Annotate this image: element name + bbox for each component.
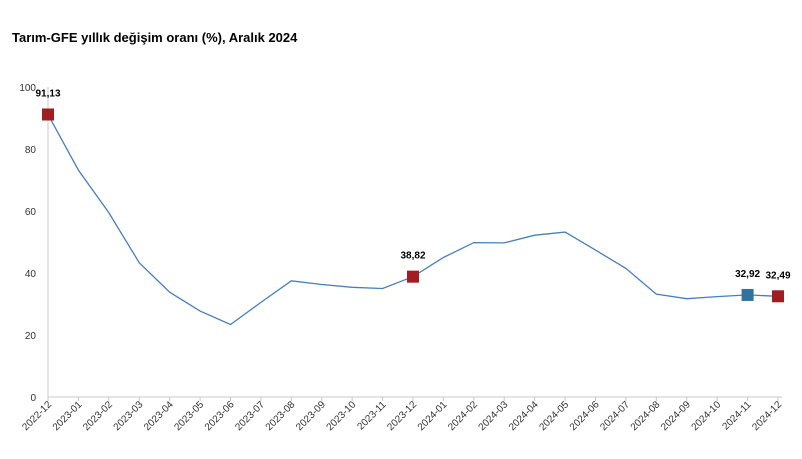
- x-tick-label: 2024-08: [629, 399, 663, 433]
- x-tick-label: 2024-02: [446, 399, 480, 433]
- x-tick-label: 2023-10: [325, 399, 359, 433]
- x-tick-label: 2024-04: [507, 399, 541, 433]
- x-tick-label: 2024-06: [568, 399, 602, 433]
- data-label: 32,92: [735, 269, 760, 280]
- data-point-marker: [407, 270, 419, 283]
- x-axis-ticks: 2022-122023-012023-022023-032023-042023-…: [20, 397, 784, 433]
- x-tick-label: 2023-02: [81, 399, 115, 433]
- series-line: [47, 114, 779, 326]
- x-tick-label: 2023-04: [142, 399, 176, 433]
- x-tick-label: 2023-08: [264, 399, 298, 433]
- y-axis-ticks: 0 20 40 60 80 100: [19, 83, 36, 404]
- marker-layer: 91,13 38,82 32,92 32,49: [35, 88, 791, 303]
- x-tick-label: 2024-10: [690, 399, 724, 433]
- x-tick-label: 2023-07: [233, 399, 267, 433]
- data-point-marker: [741, 288, 754, 301]
- data-label: 38,82: [400, 251, 425, 262]
- x-tick-label: 2023-01: [51, 399, 85, 433]
- y-tick-label: 80: [25, 145, 37, 156]
- chart-axes: [47, 87, 782, 398]
- x-tick-label: 2024-12: [750, 399, 784, 433]
- data-point-marker: [42, 108, 54, 121]
- y-tick-label: 20: [25, 331, 37, 342]
- x-tick-label: 2023-11: [355, 399, 389, 433]
- y-tick-label: 60: [25, 207, 37, 218]
- series-layer: [47, 114, 779, 326]
- x-tick-label: 2024-05: [537, 399, 571, 433]
- chart-title: Tarım-GFE yıllık değişim oranı (%), Aral…: [12, 30, 298, 45]
- data-point-marker: [772, 290, 784, 303]
- x-tick-label: 2024-09: [659, 399, 693, 433]
- y-tick-label: 0: [30, 393, 36, 404]
- data-label: 32,49: [765, 270, 790, 281]
- x-tick-label: 2022-12: [20, 399, 54, 433]
- y-tick-label: 100: [19, 83, 36, 94]
- x-tick-label: 2023-09: [294, 399, 328, 433]
- x-tick-label: 2023-03: [112, 399, 146, 433]
- x-tick-label: 2023-05: [172, 399, 206, 433]
- y-tick-label: 40: [25, 269, 37, 280]
- x-tick-label: 2024-11: [720, 399, 754, 433]
- x-tick-label: 2024-07: [598, 399, 632, 433]
- x-tick-label: 2023-06: [203, 399, 237, 433]
- x-tick-label: 2023-12: [385, 399, 419, 433]
- data-label: 91,13: [35, 88, 60, 99]
- x-tick-label: 2024-01: [416, 399, 450, 433]
- x-tick-label: 2024-03: [477, 399, 511, 433]
